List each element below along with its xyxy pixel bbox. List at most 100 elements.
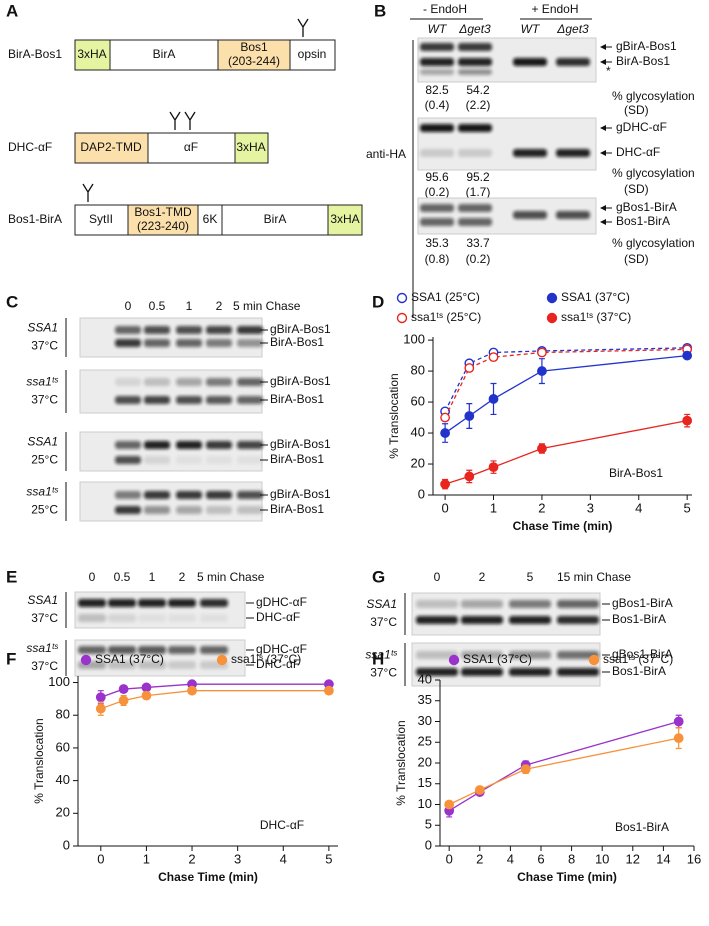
x-tick-label: 1 xyxy=(490,500,497,515)
band xyxy=(176,339,202,347)
glycosylation-value: 82.5 xyxy=(425,83,449,97)
band xyxy=(458,58,492,66)
band xyxy=(416,600,458,608)
y-tick-label: 60 xyxy=(56,739,70,754)
strain-label: ssa1ᵗˢ xyxy=(365,648,398,662)
y-tick-label: 40 xyxy=(418,671,432,686)
x-tick-label: 16 xyxy=(687,851,701,866)
sd-label: (SD) xyxy=(624,252,649,266)
x-tick-label: 6 xyxy=(537,851,544,866)
sd-value: (2.2) xyxy=(466,98,491,112)
band xyxy=(115,378,141,386)
band-label: BirA-Bos1 xyxy=(270,335,324,349)
band-label: Bos1-BirA xyxy=(616,214,670,228)
data-point xyxy=(520,764,531,775)
x-tick-label: 4 xyxy=(635,500,642,515)
legend-label: SSA1 (25°C) xyxy=(411,290,480,304)
temperature-label: 37°C xyxy=(370,666,397,680)
band xyxy=(144,396,170,404)
band xyxy=(108,646,136,654)
legend-label: SSA1 (37°C) xyxy=(95,652,164,666)
blot xyxy=(79,431,263,472)
glycosylation-value: 95.2 xyxy=(466,170,490,184)
domain-label: (223-240) xyxy=(137,219,189,233)
band xyxy=(176,491,202,499)
band xyxy=(461,616,503,624)
y-tick-label: 20 xyxy=(418,754,432,769)
legend-label: SSA1 (37°C) xyxy=(561,290,630,304)
band xyxy=(168,599,196,607)
y-tick-label: 10 xyxy=(418,796,432,811)
band xyxy=(556,58,590,66)
temperature-label: 37°C xyxy=(370,615,397,629)
band xyxy=(144,441,170,449)
y-tick-label: 60 xyxy=(411,393,425,408)
band xyxy=(237,456,263,464)
blot xyxy=(79,481,263,522)
arrow-head xyxy=(600,150,606,156)
band xyxy=(556,149,590,157)
domain-label: 6K xyxy=(203,212,218,226)
band xyxy=(509,668,551,676)
strain-label: ssa1ᵗˢ xyxy=(26,641,59,655)
strain-label: SSA1 xyxy=(366,597,397,611)
data-point xyxy=(464,411,475,421)
band xyxy=(206,378,232,386)
band xyxy=(108,614,136,622)
band xyxy=(78,646,106,654)
band-label: gBirA-Bos1 xyxy=(270,487,331,501)
domain-label: BirA xyxy=(264,212,287,226)
band xyxy=(416,616,458,624)
band xyxy=(115,396,141,404)
band xyxy=(78,614,106,622)
data-point xyxy=(673,733,684,743)
band xyxy=(557,616,599,624)
lane-label: 0 xyxy=(434,570,441,584)
x-tick-label: 14 xyxy=(656,851,670,866)
x-axis-label: Chase Time (min) xyxy=(158,870,258,884)
domain-box xyxy=(74,132,149,164)
band xyxy=(138,661,166,669)
band-label: gBos1-BirA xyxy=(612,596,673,610)
domain-box xyxy=(217,39,291,71)
lane-label: 2 xyxy=(179,570,186,584)
band xyxy=(420,149,454,157)
panel-label: G xyxy=(372,567,385,586)
data-point xyxy=(118,695,129,706)
y-tick-label: 80 xyxy=(411,363,425,378)
band-label: Bos1-BirA xyxy=(612,612,666,626)
series-line xyxy=(100,690,329,710)
legend-marker xyxy=(216,654,228,666)
strain-label: ssa1ᵗˢ xyxy=(26,375,59,389)
glycosylation-value: 33.7 xyxy=(466,236,490,250)
domain-box xyxy=(127,204,199,236)
data-point xyxy=(537,443,547,454)
x-tick-label: 0 xyxy=(441,500,448,515)
measure-label: % glycosylation xyxy=(612,236,695,250)
y-tick-label: 40 xyxy=(56,772,70,787)
legend-marker xyxy=(396,292,408,304)
data-point xyxy=(440,412,451,423)
band xyxy=(176,378,202,386)
data-point xyxy=(187,685,197,696)
band xyxy=(200,646,228,654)
construct-name: Bos1-BirA xyxy=(8,212,62,226)
band xyxy=(200,599,228,607)
band xyxy=(168,614,196,622)
domain-box xyxy=(289,39,336,71)
data-point xyxy=(682,350,693,361)
panel-label: H xyxy=(372,649,384,668)
glycosylation-value: 54.2 xyxy=(466,83,490,97)
panel-label: C xyxy=(6,292,18,311)
series-line xyxy=(448,720,679,812)
data-point xyxy=(323,685,334,696)
band-label: gBos1-BirA xyxy=(616,200,677,214)
temperature-label: 37°C xyxy=(31,611,58,625)
x-tick-label: 0 xyxy=(446,851,453,866)
strain-label: SSA1 xyxy=(27,435,58,449)
band-label: gBirA-Bos1 xyxy=(270,374,331,388)
blot xyxy=(79,369,263,414)
band xyxy=(115,491,141,499)
y-tick-label: 25 xyxy=(418,734,432,749)
